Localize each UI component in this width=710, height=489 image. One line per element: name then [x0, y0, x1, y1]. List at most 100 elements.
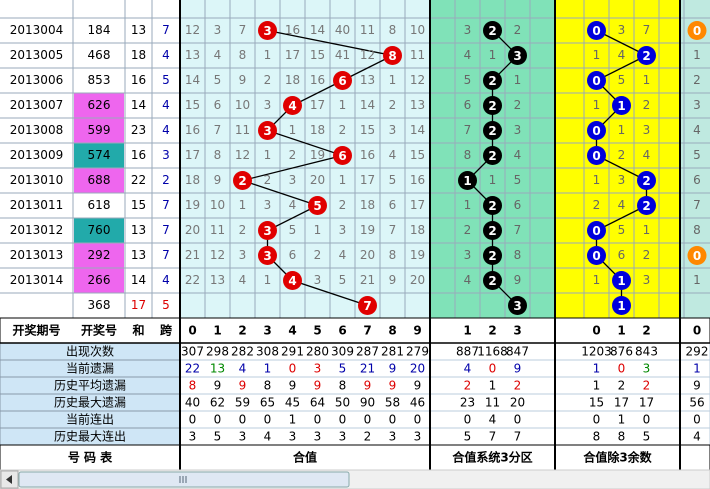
stat-value: 279 [406, 345, 429, 359]
ball-number: 0 [592, 249, 600, 263]
miss: 4 [214, 48, 222, 62]
miss: 9 [514, 273, 522, 287]
stat-value: 2 [464, 379, 472, 393]
miss: 3 [464, 23, 472, 37]
miss: 2 [339, 123, 347, 137]
sum: 16 [131, 148, 146, 162]
miss: 3 [618, 173, 626, 187]
miss: 1 [314, 223, 322, 237]
ball-number: 1 [617, 299, 625, 313]
miss: 14 [410, 123, 425, 137]
period: 2013004 [10, 23, 63, 37]
miss: 3 [264, 98, 272, 112]
miss: 14 [310, 23, 325, 37]
footer-label: 合值除3余数 [583, 450, 652, 465]
stat-value: 309 [331, 345, 354, 359]
draw-number: 853 [88, 73, 111, 87]
stat-value: 5 [464, 430, 472, 444]
period: 2013005 [10, 48, 63, 62]
stat-value: 0 [239, 413, 247, 427]
miss: 1 [593, 98, 601, 112]
ball [283, 96, 302, 115]
miss: 8 [464, 148, 472, 162]
header-row [0, 317, 710, 344]
column-header: 3 [513, 324, 521, 338]
stat-value: 9 [239, 379, 247, 393]
miss: 41 [335, 48, 350, 62]
ball-number: 1 [463, 174, 471, 188]
ball [483, 196, 502, 215]
arrow [6, 475, 12, 484]
miss: 5 [214, 73, 222, 87]
span: 5 [162, 73, 170, 87]
ball [458, 171, 477, 190]
miss: 3 [514, 123, 522, 137]
stat-value: 0 [593, 413, 601, 427]
stat-value: 0 [489, 362, 497, 376]
stat-row [179, 376, 710, 395]
ball-number: 3 [513, 49, 521, 63]
miss: 6 [464, 98, 472, 112]
miss: 2 [593, 198, 601, 212]
draw-number: 626 [88, 98, 111, 112]
column-header: 1 [463, 324, 471, 338]
miss: 4 [464, 273, 472, 287]
number-cell [74, 243, 124, 268]
miss: 5 [289, 223, 297, 237]
miss: 1 [389, 73, 397, 87]
stat-row [179, 359, 710, 378]
ball-number: 4 [288, 274, 296, 288]
miss: 15 [185, 98, 200, 112]
ball [258, 21, 277, 40]
ball-number: 8 [388, 49, 396, 63]
miss: 5 [514, 173, 522, 187]
miss: 1 [593, 273, 601, 287]
stat-value: 4 [264, 430, 272, 444]
span: 4 [162, 273, 170, 287]
stat-value: 1168 [477, 345, 508, 359]
miss: 1 [264, 48, 272, 62]
miss: 3 [239, 248, 247, 262]
ball-number: 1 [617, 274, 625, 288]
miss: 12 [410, 73, 425, 87]
number-cell [74, 93, 124, 118]
ball-number: 2 [642, 199, 650, 213]
ball-number: 0 [592, 149, 600, 163]
miss: 7 [643, 23, 651, 37]
stat-value: 58 [385, 396, 400, 410]
miss: 10 [235, 98, 250, 112]
span: 7 [162, 223, 170, 237]
ball-number: 3 [263, 224, 271, 238]
miss: 4 [514, 148, 522, 162]
stat-value: 9 [389, 362, 397, 376]
period: 2013014 [10, 273, 63, 287]
footer-label: 合值 [293, 450, 317, 465]
stat-value: 847 [506, 345, 529, 359]
stat-value: 0 [364, 413, 372, 427]
column-header: 2 [642, 324, 650, 338]
span: 4 [162, 123, 170, 137]
miss: 18 [360, 198, 375, 212]
miss: 21 [360, 273, 375, 287]
sum: 22 [131, 173, 146, 187]
draw-number: 688 [88, 173, 111, 187]
period: 2013010 [10, 173, 63, 187]
sum: 15 [131, 198, 146, 212]
miss: 40 [335, 23, 350, 37]
stat-value: 0 [464, 413, 472, 427]
ball [233, 171, 252, 190]
stat-value: 4 [239, 362, 247, 376]
stat-value: 3 [414, 430, 422, 444]
stat-value: 50 [335, 396, 350, 410]
sum: 13 [131, 23, 146, 37]
miss: 19 [360, 223, 375, 237]
miss: 4 [339, 248, 347, 262]
stat-value: 3 [643, 362, 651, 376]
stat-value: 291 [281, 345, 304, 359]
miss: 8 [389, 248, 397, 262]
ball [283, 271, 302, 290]
draw-number: 574 [88, 148, 111, 162]
stat-value: 3 [339, 430, 347, 444]
miss: 3 [693, 98, 701, 112]
span: 5 [162, 298, 170, 312]
